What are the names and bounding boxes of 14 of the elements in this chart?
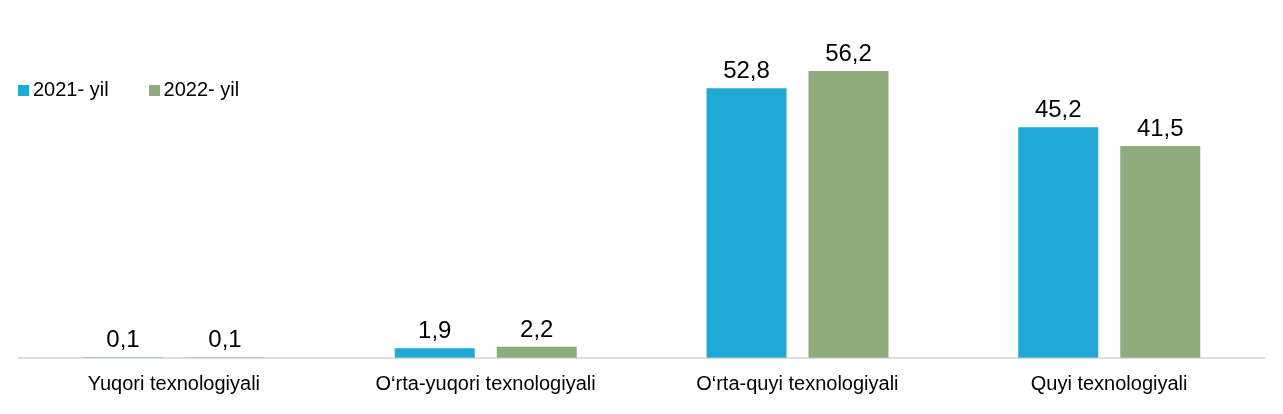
x-tick-label: Yuqori texnologiyali [87, 372, 261, 395]
data-label: 45,2 [1034, 95, 1082, 123]
data-label: 0,1 [208, 325, 242, 353]
x-tick-label: O‘rta-yuqori texnologiyali [375, 372, 596, 395]
legend-label: 2021- yil [33, 78, 109, 100]
data-label: 1,9 [418, 316, 452, 344]
x-tick-label: Quyi texnologiyali [1030, 372, 1188, 395]
data-label: 0,1 [106, 325, 140, 353]
x-tick-label: O‘rta-quyi texnologiyali [696, 372, 899, 395]
data-label: 52,8 [723, 56, 770, 84]
data-label: 56,2 [825, 39, 872, 66]
data-label: 41,5 [1136, 114, 1184, 142]
legend-label: 2022- yil [163, 78, 240, 100]
data-label: 2,2 [520, 314, 554, 342]
